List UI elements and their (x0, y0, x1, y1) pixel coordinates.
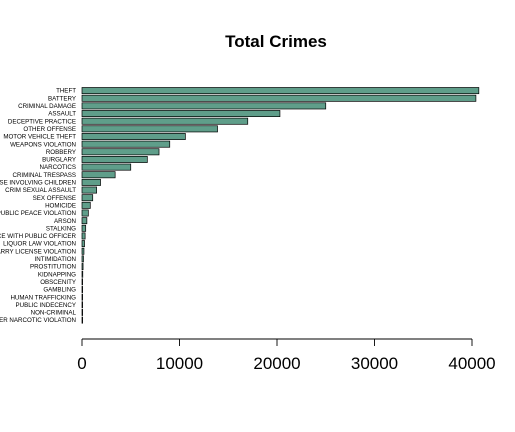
x-tick-label: 20000 (253, 354, 300, 373)
bar-weapons-violation (81, 140, 171, 148)
x-tick-label: 0 (77, 354, 86, 373)
bar-stalking (81, 224, 87, 232)
category-label: HOMICIDE (45, 202, 76, 209)
bar-battery (81, 94, 477, 102)
category-label: WEAPONS VIOLATION (10, 141, 76, 148)
x-tick-label: 30000 (351, 354, 398, 373)
bar-concealed-carry-license-violation (81, 247, 85, 255)
x-axis: 0 10000 20000 30000 40000 (77, 338, 496, 373)
chart-title: Total Crimes (225, 32, 327, 51)
category-label: CRIMINAL TRESPASS (13, 172, 77, 179)
category-label: INTERFERENCE WITH PUBLIC OFFICER (0, 233, 77, 240)
category-label: CRIM SEXUAL ASSAULT (5, 187, 76, 194)
bar-non-criminal (81, 309, 83, 316)
bar-other-offense (81, 125, 218, 133)
category-label: STALKING (46, 225, 76, 232)
bar-robbery (81, 148, 160, 156)
category-label: NON-CRIMINAL (31, 310, 77, 317)
category-label: NARCOTICS (40, 164, 76, 171)
x-tick-label: 40000 (448, 354, 495, 373)
x-tick-label: 10000 (156, 354, 203, 373)
bar-homicide (81, 201, 91, 209)
bar-liquor-law-violation (81, 240, 85, 248)
bar-sex-offense (81, 194, 94, 202)
bar-deceptive-practice (81, 117, 249, 125)
category-label: BURGLARY (42, 157, 76, 164)
bar-narcotics (81, 163, 132, 171)
bar-motor-vehicle-theft (81, 133, 186, 140)
category-label: PROSTITUTION (30, 264, 76, 271)
bar-human-trafficking (81, 293, 83, 301)
bar-intimidation (81, 255, 84, 263)
category-label: PUBLIC PEACE VIOLATION (0, 210, 76, 217)
bar-other-narcotic-violation (81, 316, 83, 324)
category-label: DECEPTIVE PRACTICE (8, 118, 76, 125)
category-label: OFFENSE INVOLVING CHILDREN (0, 180, 76, 187)
category-label: PUBLIC INDECENCY (15, 302, 76, 309)
category-label: OTHER NARCOTIC VIOLATION (0, 317, 76, 324)
category-label: CONCEALED CARRY LICENSE VIOLATION (0, 248, 76, 255)
bar-obscenity (81, 278, 83, 286)
bars-layer (81, 87, 480, 324)
category-label: ARSON (54, 218, 76, 225)
category-label: ASSAULT (48, 111, 76, 118)
category-label: OBSCENITY (40, 279, 76, 286)
category-label: INTIMIDATION (35, 256, 76, 263)
bar-public-peace-violation (81, 209, 89, 217)
bar-criminal-damage (81, 102, 327, 110)
category-label: BATTERY (48, 95, 76, 102)
bar-criminal-trespass (81, 171, 116, 179)
bar-gambling (81, 286, 83, 293)
category-label: HUMAN TRAFFICKING (10, 294, 76, 301)
category-label: KIDNAPPING (38, 271, 76, 278)
bar-interference-with-public-officer (81, 232, 86, 240)
category-label: MOTOR VEHICLE THEFT (3, 134, 76, 141)
category-label: ROBBERY (46, 149, 76, 156)
category-label: LIQUOR LAW VIOLATION (3, 241, 76, 248)
bar-crim-sexual-assault (81, 186, 97, 194)
bar-prostitution (81, 263, 84, 271)
category-label: OTHER OFFENSE (23, 126, 76, 133)
category-label: SEX OFFENSE (33, 195, 76, 202)
bar-public-indecency (81, 301, 83, 309)
category-label: THEFT (56, 88, 76, 95)
category-label: CRIMINAL DAMAGE (18, 103, 76, 110)
bar-burglary (81, 156, 148, 163)
category-label: GAMBLING (43, 287, 76, 294)
bar-kidnapping (81, 270, 84, 278)
bar-offense-involving-children (81, 178, 101, 186)
bar-arson (81, 217, 88, 225)
bar-theft (81, 87, 480, 95)
bar-assault (81, 110, 281, 117)
